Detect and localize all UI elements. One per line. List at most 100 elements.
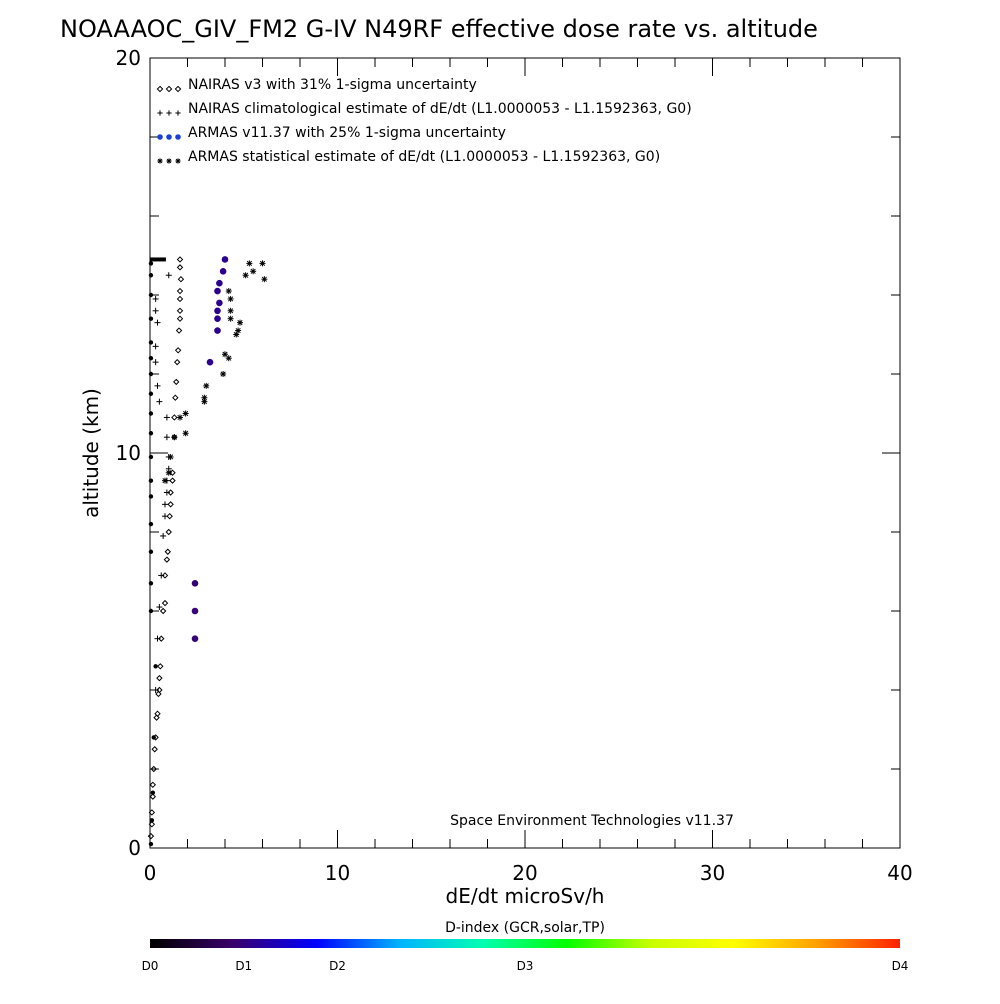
data-point [153,664,158,669]
legend-label: ARMAS statistical estimate of dE/dt (L1.… [188,149,660,165]
asterisk-d2 [228,308,234,314]
asterisk-d2 [235,327,241,334]
data-point [148,821,156,828]
data-point [227,307,234,314]
data-point [191,635,199,642]
data-point [261,276,268,283]
series-plus [152,272,172,693]
legend-marker [175,134,181,140]
data-point [216,299,223,307]
data-point [176,287,184,295]
legend-item: ARMAS statistical estimate of dE/dt (L1.… [157,149,660,165]
data-point [147,832,155,840]
data-point [148,549,154,554]
series-circle [148,256,229,847]
asterisk-d2 [183,430,189,436]
data-point [237,319,243,326]
data-point [221,256,229,263]
data-point [225,355,232,362]
data-point [152,687,159,693]
data-point [214,287,221,295]
legend-marker [156,85,164,93]
data-point [156,674,163,682]
data-point [214,307,221,315]
colorbar-ticks: D0 D1 D2 D3 D4 [142,959,909,973]
data-point [156,604,163,611]
data-point [151,735,156,740]
legend-item: NAIRAS v3 with 31% 1-sigma uncertainty [156,77,477,93]
asterisk-d2 [261,276,267,282]
credit-annotation: Space Environment Technologies v11.37 [450,813,734,829]
data-point [225,288,232,295]
data-point [152,343,159,350]
data-point [152,295,159,302]
data-point [149,781,157,789]
data-point [148,292,154,298]
asterisk-d2 [246,260,252,267]
legend-marker [174,85,182,93]
data-point [191,580,199,587]
data-point [203,382,210,389]
data-point [158,635,165,642]
x-tick-label: 30 [700,861,725,885]
data-point [150,765,157,773]
legend-marker [166,158,172,164]
legend-marker [157,158,163,164]
x-axis-label: dE/dt microSv/h [446,884,605,908]
data-point [227,315,234,322]
data-point [156,398,163,405]
data-point [176,307,184,315]
axis-ticks [149,57,901,849]
asterisk-d2 [175,158,181,164]
data-marks [147,256,268,847]
asterisk-d2 [201,399,207,405]
asterisk-d2 [201,395,207,401]
data-point [165,469,172,476]
asterisk-d2 [183,410,189,417]
data-point [165,272,172,279]
data-point [154,319,161,326]
legend-marker [166,110,172,116]
asterisk-d2 [162,478,168,484]
axis-tick-labels: 0 10 20 30 40 0 10 20 [116,46,913,885]
data-point [235,327,242,334]
asterisk-d2 [166,158,172,164]
data-point [214,315,221,323]
x-tick-label: 20 [512,861,537,885]
data-point [148,371,154,377]
y-tick-label: 10 [116,441,141,465]
data-point [148,261,154,266]
data-point [162,513,168,520]
asterisk-d2 [226,355,232,361]
data-point [148,478,154,483]
data-point [163,434,170,441]
data-point [171,434,178,441]
data-point [167,501,174,508]
legend-marker [175,110,181,116]
colorbar [150,939,900,948]
data-point [148,454,154,460]
x-tick-label: 0 [144,861,157,885]
data-point [206,358,214,366]
data-point [177,414,183,421]
legend-marker [157,110,163,116]
colorbar-tick-label: D2 [329,959,346,973]
data-point [155,690,162,698]
legend-item: NAIRAS climatological estimate of dE/dt … [157,101,692,117]
x-tick-label: 40 [887,861,912,885]
data-point [157,663,164,670]
asterisk-d2 [222,351,228,357]
data-point [169,469,176,476]
data-point [165,528,172,536]
data-point [148,316,154,321]
legend-marker [166,134,172,140]
data-point [153,714,160,721]
colorbar-title: D-index (GCR,solar,TP) [445,920,605,936]
data-point [220,371,227,377]
asterisk-d2 [250,268,256,274]
y-tick-label: 20 [116,46,141,70]
data-point [151,746,158,753]
data-point [149,793,157,800]
data-point [176,264,184,271]
